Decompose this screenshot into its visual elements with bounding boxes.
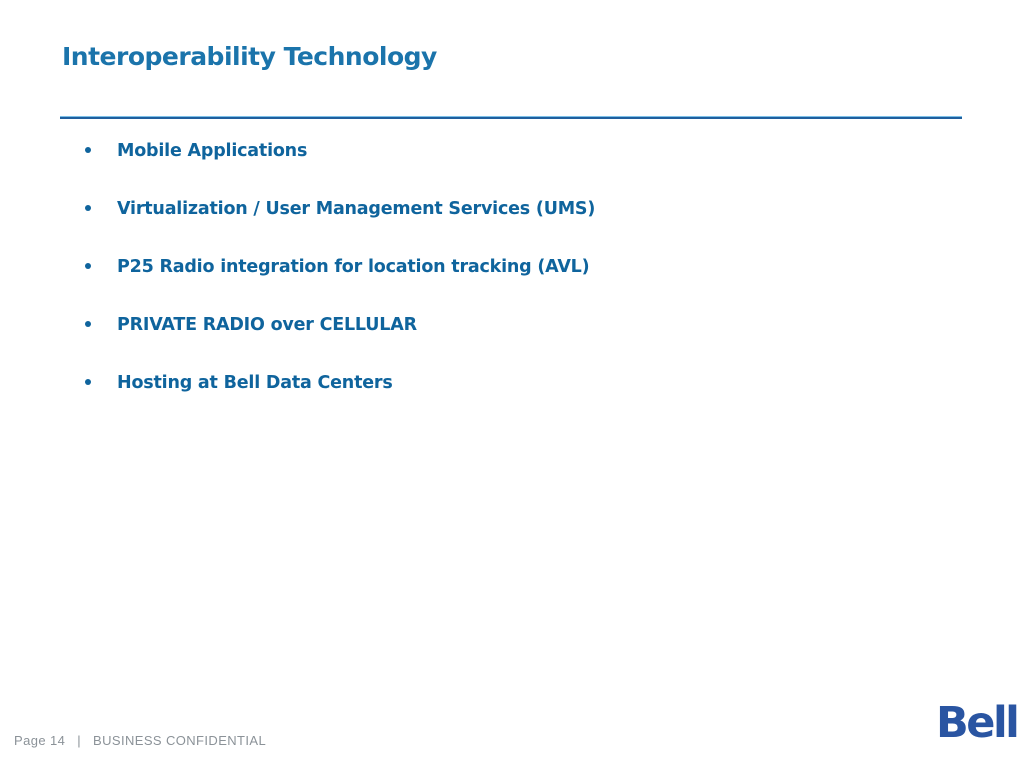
bullet-text: Virtualization / User Management Service… bbox=[117, 199, 596, 219]
bell-logo: Bell bbox=[936, 698, 1020, 748]
bullet-item: Mobile Applications bbox=[0, 140, 1024, 163]
bullet-text: P25 Radio integration for location track… bbox=[117, 257, 590, 277]
bullet-item: P25 Radio integration for location track… bbox=[0, 256, 1024, 279]
bullet-item: PRIVATE RADIO over CELLULAR bbox=[0, 314, 1024, 337]
footer-separator: | bbox=[77, 733, 82, 748]
bullet-text: Mobile Applications bbox=[117, 141, 308, 161]
slide-title: Interoperability Technology bbox=[62, 42, 437, 71]
bullet-text: PRIVATE RADIO over CELLULAR bbox=[117, 315, 417, 335]
bullet-item: Virtualization / User Management Service… bbox=[0, 198, 1024, 221]
bullet-dot bbox=[85, 147, 91, 153]
bullet-dot bbox=[85, 379, 91, 385]
bullet-text: Hosting at Bell Data Centers bbox=[117, 373, 393, 393]
slide-footer: Page 14 | BUSINESS CONFIDENTIAL bbox=[14, 733, 266, 748]
title-divider bbox=[60, 116, 962, 119]
page-number: Page 14 bbox=[14, 733, 66, 748]
bullet-list: Mobile Applications Virtualization / Use… bbox=[0, 140, 1024, 430]
bullet-dot bbox=[85, 205, 91, 211]
bullet-item: Hosting at Bell Data Centers bbox=[0, 372, 1024, 395]
bullet-dot bbox=[85, 263, 91, 269]
confidential-label: BUSINESS CONFIDENTIAL bbox=[93, 733, 267, 748]
bullet-dot bbox=[85, 321, 91, 327]
